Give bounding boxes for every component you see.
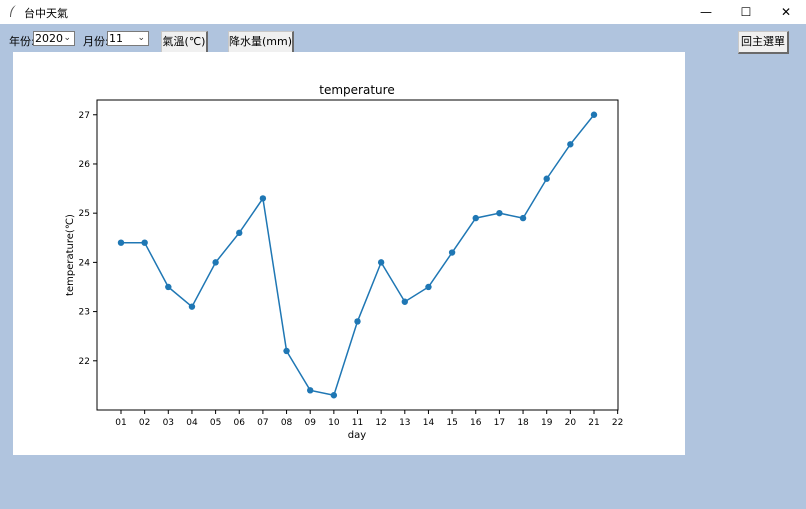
data-point — [141, 239, 148, 246]
data-point — [472, 214, 479, 222]
chart-title: temperature — [319, 83, 394, 97]
x-tick-label: 13 — [399, 418, 410, 428]
data-point — [259, 195, 267, 202]
y-tick-label: 26 — [79, 160, 91, 170]
data-point — [188, 303, 196, 310]
x-tick-label: 22 — [612, 418, 623, 428]
y-axis-label: temperature(℃) — [65, 214, 76, 296]
data-point — [283, 347, 290, 355]
x-tick-label: 06 — [234, 418, 246, 428]
y-tick-label: 27 — [79, 111, 90, 121]
y-tick-label: 25 — [79, 209, 90, 219]
year-label: 年份: — [9, 35, 35, 48]
data-point — [354, 318, 361, 325]
data-point — [236, 229, 243, 237]
data-point — [519, 214, 527, 222]
data-point — [496, 209, 503, 217]
month-value: 11 — [109, 32, 123, 45]
tab-rainfall[interactable]: 降水量(mm) — [228, 31, 294, 53]
data-point — [425, 283, 432, 291]
y-tick-label: 24 — [79, 258, 91, 268]
window-title: 台中天氣 — [24, 7, 68, 20]
data-point — [590, 111, 598, 118]
y-tick-label: 22 — [79, 357, 90, 367]
year-value: 2020 — [35, 32, 63, 45]
x-tick-label: 05 — [210, 418, 221, 428]
temperature-chart: temperature 01 02 03 04 05 06 07 08 09 10 11 12 13 14… — [65, 83, 623, 441]
x-tick-label: 10 — [328, 418, 340, 428]
tab-temperature[interactable]: 氣溫(℃) — [161, 31, 208, 53]
x-tick-label: 03 — [163, 418, 174, 428]
x-tick-label: 04 — [186, 418, 198, 428]
data-point — [212, 259, 219, 266]
x-tick-label: 16 — [470, 418, 482, 428]
data-point — [117, 239, 125, 246]
x-axis-label: day — [348, 430, 366, 441]
feather-icon — [10, 5, 16, 17]
data-point — [307, 387, 314, 394]
back-to-menu-button[interactable]: 回主選單 — [738, 31, 789, 54]
close-button[interactable]: ✕ — [780, 5, 792, 19]
x-tick-label: 09 — [304, 418, 316, 428]
x-tick-label: 18 — [517, 418, 529, 428]
data-point — [543, 175, 550, 182]
x-tick-label: 08 — [281, 418, 293, 428]
title-bar: 台中天氣 — ☐ ✕ — [0, 0, 806, 24]
y-tick-label: 23 — [79, 308, 90, 318]
x-tick-label: 21 — [588, 418, 599, 428]
x-tick-label: 15 — [446, 418, 457, 428]
x-tick-label: 11 — [352, 418, 363, 428]
chevron-down-icon: ⌄ — [137, 33, 145, 43]
series-line — [121, 114, 595, 397]
data-point — [330, 392, 338, 399]
data-point — [567, 141, 574, 148]
x-tick-label: 17 — [494, 418, 505, 428]
year-select[interactable]: 2020 ⌄ — [33, 31, 75, 46]
x-tick-label: 19 — [541, 418, 553, 428]
chart-canvas: temperature 01 02 03 04 05 06 07 08 09 10 11 12 13 14… — [13, 52, 685, 455]
x-tick-label: 14 — [423, 418, 435, 428]
maximize-button[interactable]: ☐ — [740, 5, 752, 19]
data-point — [448, 249, 456, 256]
data-point — [401, 298, 408, 305]
month-label: 月份: — [83, 35, 109, 48]
plot-frame — [96, 99, 619, 411]
x-tick-label: 12 — [375, 418, 386, 428]
chevron-down-icon: ⌄ — [63, 33, 71, 43]
month-select[interactable]: 11 ⌄ — [107, 31, 149, 46]
x-tick-label: 20 — [565, 418, 577, 428]
x-tick-label: 01 — [115, 418, 126, 428]
minimize-button[interactable]: — — [700, 5, 712, 19]
data-point — [377, 259, 385, 266]
x-tick-label: 02 — [139, 418, 150, 428]
data-point — [165, 283, 172, 291]
x-tick-label: 07 — [257, 418, 268, 428]
